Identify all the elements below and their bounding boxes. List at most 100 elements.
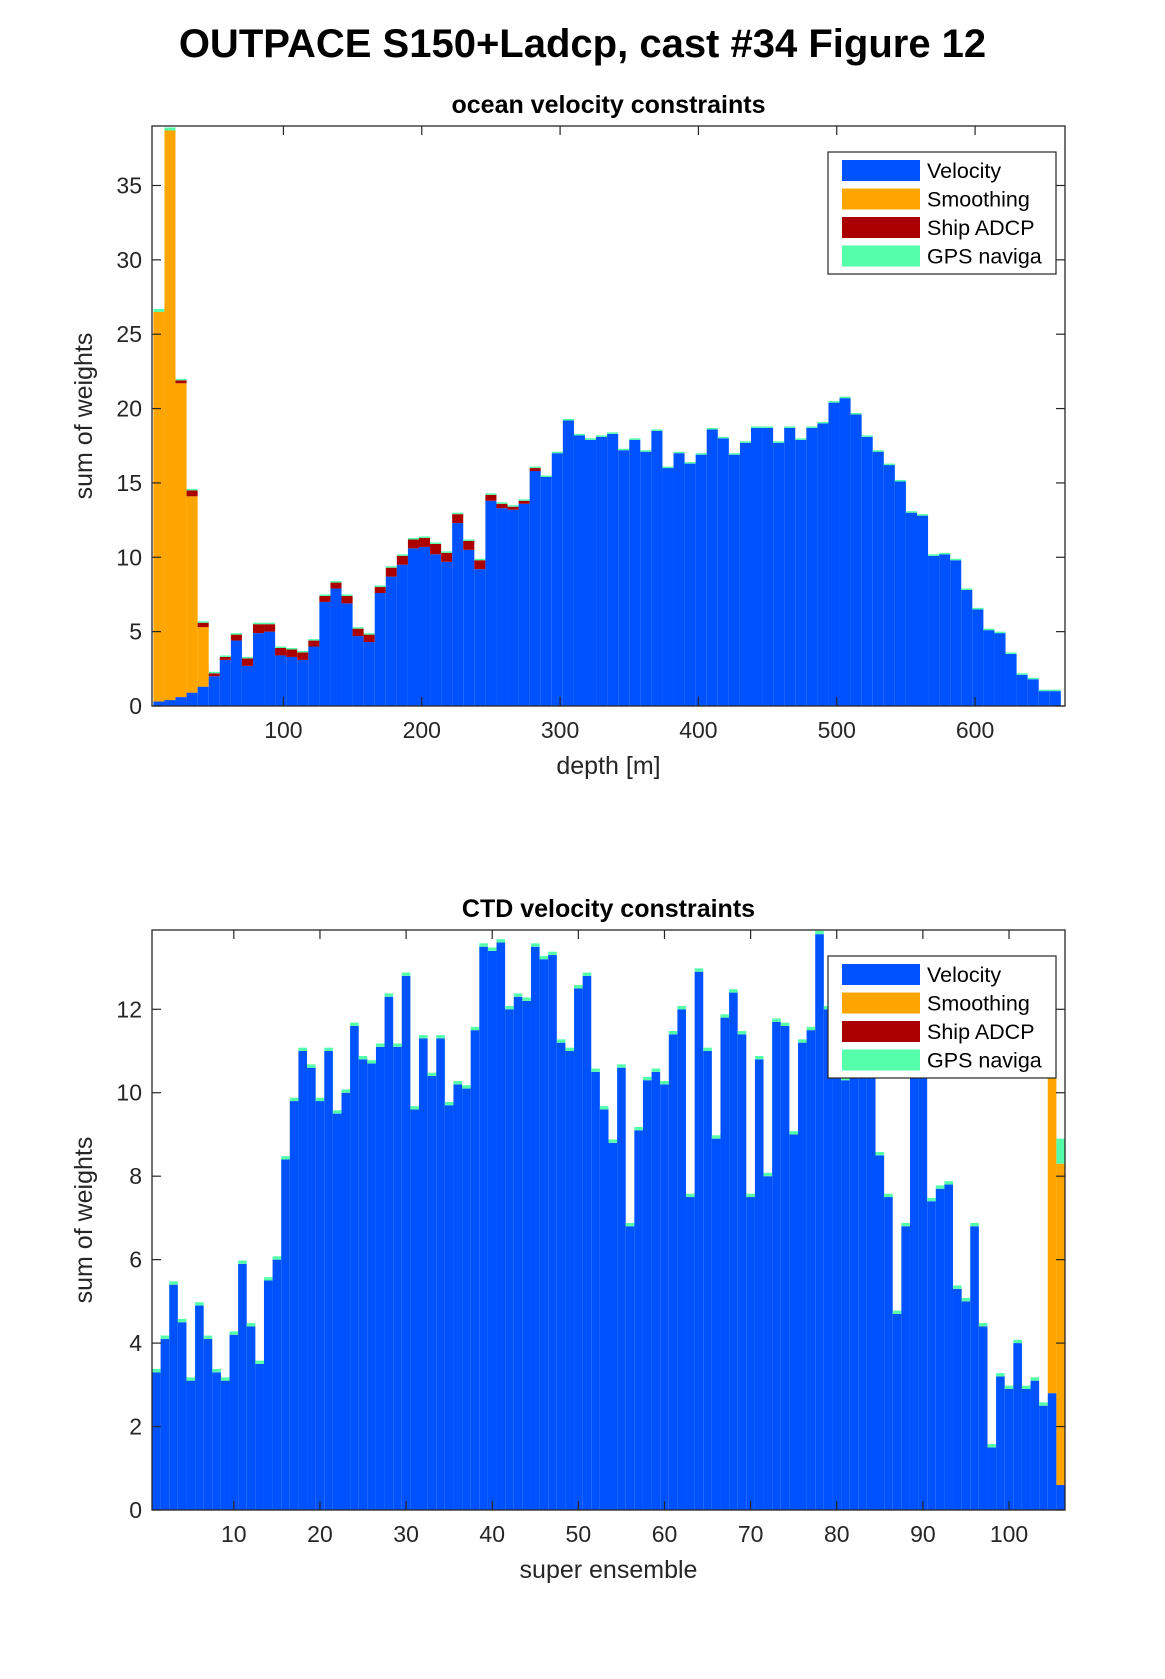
ctd-bar-gps-navigation — [427, 1072, 437, 1077]
ctd-bar-velocity — [823, 1009, 833, 1510]
ctd-bar-gps-navigation — [772, 1018, 781, 1022]
ctd-bar-velocity — [479, 946, 488, 1510]
ctd-y-tick-label: 2 — [129, 1414, 142, 1440]
ctd-bar-gps-navigation — [996, 1373, 1005, 1377]
ocean-bar-gps-navigation — [894, 479, 906, 482]
ocean-bar-velocity — [972, 609, 984, 706]
ocean-bar-gps-navigation — [441, 551, 453, 553]
ocean-bar-gps-navigation — [950, 558, 962, 561]
ctd-bar-gps-navigation — [530, 943, 540, 947]
ctd-x-tick-label: 60 — [652, 1521, 678, 1547]
ctd-bar-gps-navigation — [479, 943, 488, 947]
ocean-bar-velocity — [175, 697, 187, 706]
ocean-bar-velocity — [1038, 691, 1050, 706]
ocean-bar-gps-navigation — [186, 488, 198, 491]
ocean-bar-gps-navigation — [939, 552, 951, 555]
ctd-bar-gps-navigation — [1039, 1402, 1048, 1406]
ocean-x-tick-label: 100 — [264, 717, 302, 743]
ocean-bar-ship-adcp — [341, 595, 353, 604]
ocean-bar-velocity — [596, 436, 608, 706]
ctd-bar-velocity — [556, 1042, 566, 1510]
ctd-bar-gps-navigation — [410, 1106, 420, 1110]
ocean-bar-gps-navigation — [1049, 689, 1061, 692]
ocean-bar-velocity — [396, 564, 408, 706]
ocean-bar-velocity — [264, 631, 276, 706]
ctd-legend-label-gps-navigation: GPS naviga — [927, 1049, 1042, 1073]
ocean-bar-ship-adcp — [197, 622, 209, 628]
ocean-bar-gps-navigation — [872, 450, 884, 452]
ctd-bar-velocity — [875, 1155, 885, 1510]
ctd-bar-velocity — [953, 1288, 962, 1510]
ocean-bar-ship-adcp — [430, 543, 442, 555]
ctd-bar-gps-navigation — [272, 1256, 282, 1260]
ocean-bar-velocity — [762, 427, 774, 706]
ctd-bar-velocity — [462, 1088, 471, 1510]
ctd-bar-velocity — [367, 1063, 376, 1510]
ocean-bar-velocity — [452, 523, 464, 706]
ocean-bar-ship-adcp — [297, 652, 309, 660]
ctd-bar-gps-navigation — [367, 1060, 376, 1064]
ocean-bar-gps-navigation — [474, 558, 486, 561]
ctd-bar-gps-navigation — [401, 972, 411, 976]
ocean-bar-gps-navigation — [1027, 677, 1039, 680]
ctd-bar-gps-navigation — [203, 1335, 213, 1339]
ocean-bar-gps-navigation — [496, 502, 508, 504]
ocean-bar-ship-adcp — [441, 552, 453, 562]
ctd-bar-gps-navigation — [892, 1310, 902, 1314]
ocean-bar-ship-adcp — [252, 624, 265, 634]
ctd-bar-velocity — [961, 1301, 971, 1510]
ctd-x-tick-label: 50 — [566, 1521, 592, 1547]
ocean-bar-velocity — [153, 701, 165, 706]
ctd-bar-velocity — [582, 975, 592, 1510]
ocean-bar-velocity — [363, 642, 375, 706]
ocean-bar-gps-navigation — [286, 648, 298, 650]
ctd-bar-gps-navigation — [789, 1131, 798, 1135]
ctd-bar-gps-navigation — [255, 1360, 264, 1364]
ctd-bar-gps-navigation — [539, 955, 549, 960]
ocean-bar-gps-navigation — [828, 401, 840, 403]
ctd-bar-gps-navigation — [978, 1323, 988, 1327]
ocean-bar-velocity — [1049, 691, 1061, 706]
ocean-bar-velocity — [739, 442, 751, 706]
ocean-bar-gps-navigation — [695, 453, 707, 455]
ctd-y-tick-label: 4 — [129, 1330, 142, 1356]
ocean-bar-smoothing — [197, 627, 209, 687]
ocean-bar-velocity — [341, 603, 353, 706]
ocean-bar-velocity — [717, 438, 729, 706]
ocean-bar-velocity — [252, 633, 265, 706]
ctd-bar-gps-navigation — [220, 1377, 230, 1381]
ctd-bar-velocity — [608, 1142, 618, 1510]
ctd-bar-velocity — [539, 959, 549, 1510]
ctd-x-tick-label: 40 — [479, 1521, 505, 1547]
ocean-bar-gps-navigation — [739, 441, 751, 443]
ctd-bar-gps-navigation — [884, 1193, 893, 1198]
ocean-bar-gps-navigation — [153, 308, 165, 312]
ocean-x-axis-label: depth [m] — [556, 752, 660, 780]
ocean-bar-velocity — [330, 588, 342, 706]
ctd-bar-gps-navigation — [556, 1039, 566, 1043]
ocean-bar-velocity — [850, 414, 862, 706]
ctd-bar-velocity — [470, 1030, 480, 1510]
ctd-bar-gps-navigation — [375, 1043, 385, 1047]
ctd-bar-gps-navigation — [797, 1039, 807, 1043]
ocean-bar-velocity — [928, 555, 940, 706]
ctd-bar-velocity — [565, 1051, 575, 1510]
ctd-bar-velocity — [220, 1380, 230, 1510]
ocean-bar-velocity — [1027, 679, 1039, 706]
ocean-bar-gps-navigation — [551, 451, 563, 454]
ctd-bar-velocity — [298, 1051, 308, 1510]
ocean-bar-velocity — [441, 561, 453, 706]
ocean-bar-velocity — [983, 630, 995, 706]
ocean-bar-ship-adcp — [319, 595, 331, 602]
ocean-bar-velocity — [562, 420, 574, 706]
ctd-x-tick-label: 20 — [307, 1521, 333, 1547]
ocean-bar-velocity — [728, 454, 740, 706]
ctd-bar-gps-navigation — [332, 1110, 342, 1114]
ocean-bar-ship-adcp — [418, 537, 431, 547]
ctd-y-tick-label: 6 — [129, 1247, 142, 1273]
ocean-legend-label-ship-adcp: Ship ADCP — [927, 216, 1035, 240]
ocean-bar-velocity — [706, 429, 718, 706]
ctd-bar-velocity — [307, 1067, 316, 1510]
ocean-bar-gps-navigation — [407, 537, 419, 540]
ctd-bar-gps-navigation — [634, 1126, 643, 1131]
